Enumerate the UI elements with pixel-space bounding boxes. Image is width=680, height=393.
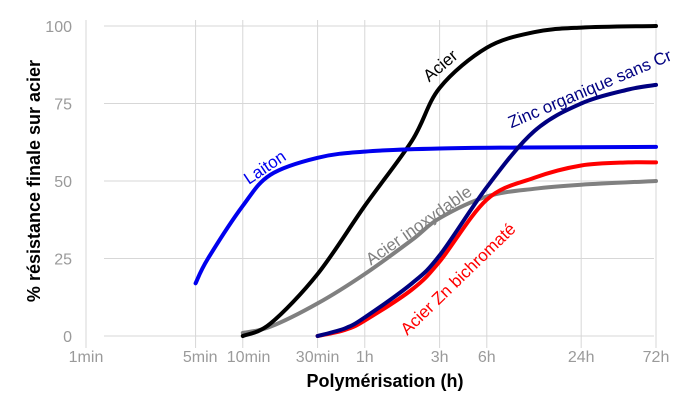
series-layer <box>193 24 658 338</box>
x-tick-label: 3h <box>431 349 449 366</box>
series-line-laiton <box>193 144 658 286</box>
y-tick-label: 25 <box>54 252 72 269</box>
y-axis-title: % résistance finale sur acier <box>24 60 44 302</box>
x-tick-label: 24h <box>568 349 595 366</box>
x-tick-label: 6h <box>478 349 496 366</box>
x-tick-label: 10min <box>227 349 271 366</box>
y-tick-label: 75 <box>54 97 72 114</box>
series-label-acier: Acier <box>420 46 462 86</box>
y-tick-label: 0 <box>63 329 72 346</box>
series-line-acier <box>240 24 658 338</box>
x-tick-label: 5min <box>183 349 218 366</box>
x-tick-label: 1min <box>69 349 104 366</box>
tick-layer: 0 25 50 75 100 1min 5min 10min 30min 1h 3h 6h 24h 72h <box>45 19 669 366</box>
y-tick-label: 50 <box>54 174 72 191</box>
x-tick-label: 72h <box>643 349 670 366</box>
y-tick-label: 100 <box>45 19 72 36</box>
series-line-acier-inoxydable <box>240 179 658 335</box>
x-tick-label: 30min <box>296 349 340 366</box>
x-axis-title: Polymérisation (h) <box>306 371 463 391</box>
x-tick-label: 1h <box>356 349 374 366</box>
series-line-zinc-organique-sans-cr <box>315 82 658 338</box>
series-label-zinc-organique-sans-cr: Zinc organique sans Cr <box>505 46 675 132</box>
